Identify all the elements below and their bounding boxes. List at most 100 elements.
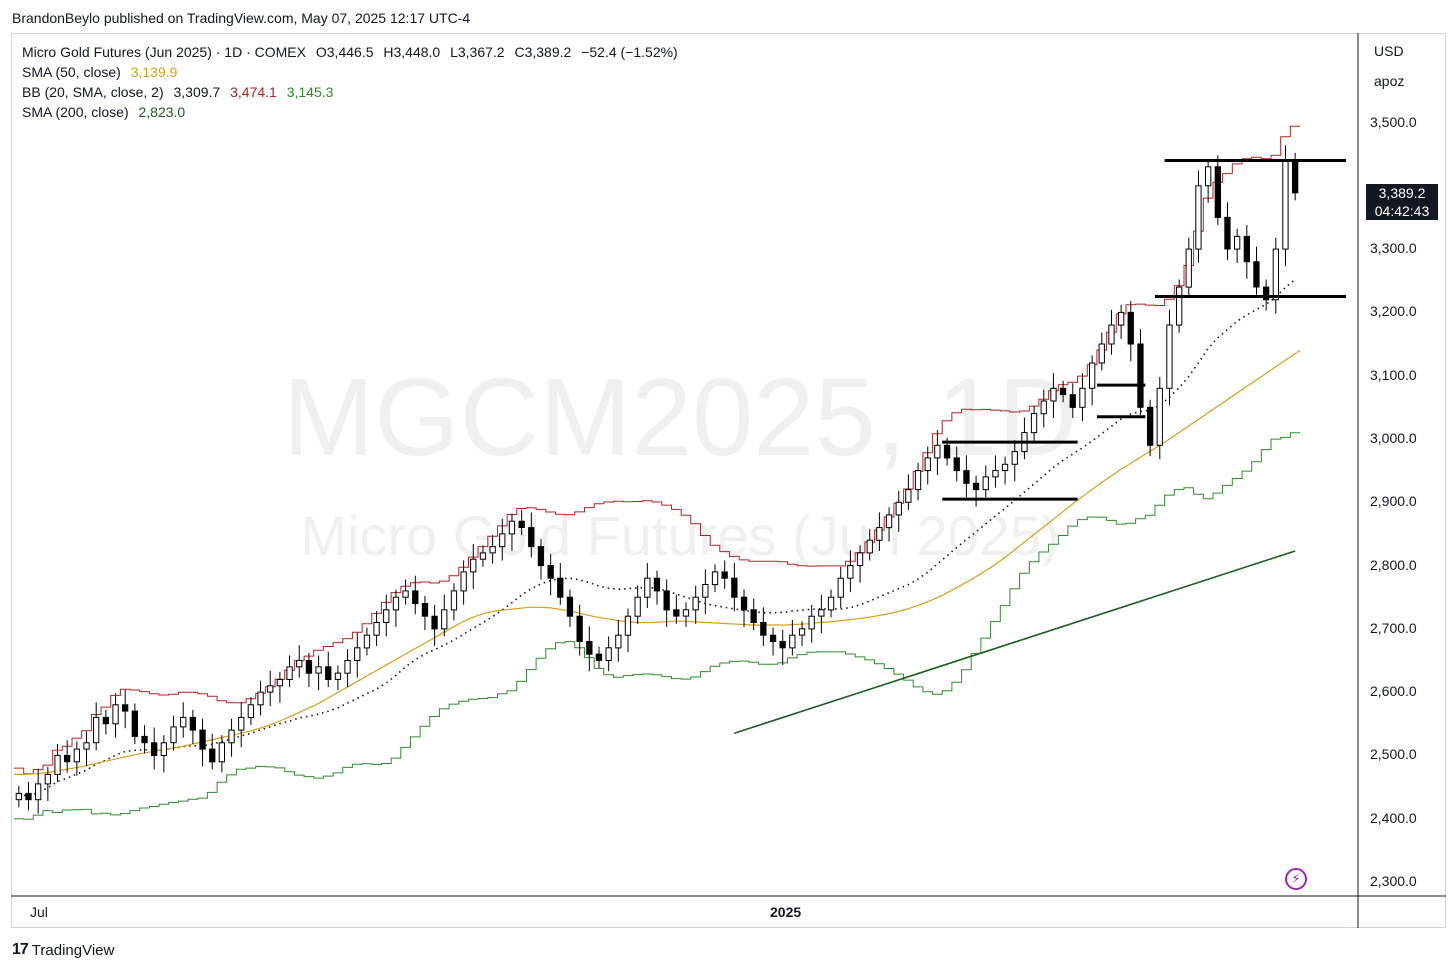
candle-body — [1195, 185, 1202, 250]
candle-body — [566, 596, 574, 617]
candle-body — [1137, 343, 1144, 408]
candle-body — [1030, 413, 1038, 434]
sma200-line — [734, 550, 1296, 735]
candle-body — [412, 590, 419, 605]
sma50-label: SMA (50, close) — [22, 64, 121, 80]
candle-body — [576, 615, 583, 643]
candle-body — [460, 571, 467, 592]
candle-body — [663, 590, 670, 611]
last-price-tag: 3,389.2 04:42:43 — [1366, 184, 1438, 220]
candle-body — [131, 710, 138, 737]
candle-body — [160, 742, 167, 756]
candle-body — [228, 729, 235, 744]
candle-body — [1185, 248, 1192, 288]
price-axis-label: 2,300.0 — [1370, 873, 1417, 889]
candle-body — [914, 470, 922, 491]
bar-countdown: 04:42:43 — [1374, 203, 1430, 219]
bb-basis-value: 3,309.7 — [173, 84, 221, 100]
candle-body — [1205, 166, 1212, 187]
sma200-label: SMA (200, close) — [22, 104, 129, 120]
candle-body — [1118, 311, 1125, 326]
candle-body — [895, 501, 902, 516]
candle-body — [798, 628, 806, 636]
candle-body — [470, 558, 477, 573]
candle-body — [93, 716, 100, 744]
candle-body — [1253, 261, 1260, 288]
price-axis-label: 3,100.0 — [1370, 366, 1417, 383]
candle-body — [15, 792, 23, 801]
candle-body — [972, 482, 980, 491]
change-value: −52.4 (−1.52%) — [581, 44, 678, 60]
candle-body — [750, 609, 757, 623]
candle-body — [557, 577, 564, 598]
candle-body — [1234, 235, 1241, 250]
price-axis-label: 2,600.0 — [1370, 683, 1417, 700]
candle-body — [1292, 160, 1299, 194]
candle-body — [1050, 387, 1057, 402]
candle-body — [218, 742, 225, 763]
candle-body — [547, 565, 554, 579]
sma200-value: 2,823.0 — [138, 104, 186, 120]
candle-body — [112, 704, 119, 725]
price-axis-label: 2,500.0 — [1370, 746, 1417, 763]
chart-frame — [11, 33, 1446, 928]
candle-body — [789, 634, 796, 649]
candle-body — [325, 666, 332, 680]
candle-body — [1176, 286, 1183, 326]
candle-body — [238, 716, 245, 731]
lightning-icon[interactable]: ⚡ — [1285, 868, 1307, 890]
candle-body — [1147, 406, 1154, 446]
bb-lower-value: 3,145.3 — [286, 84, 334, 100]
watermark-name: Micro Gold Futures (Jun 2025) — [300, 504, 1059, 567]
scale-mode-label[interactable]: apoz — [1374, 73, 1405, 89]
time-axis-label: Jul — [30, 904, 48, 920]
legend-sma50-row[interactable]: SMA (50, close) 3,139.9 — [22, 62, 684, 82]
candle-body — [1243, 235, 1250, 263]
candle-body — [673, 609, 680, 617]
open-value: O3,446.5 — [315, 44, 374, 60]
candle-body — [769, 634, 777, 643]
brand-name: TradingView — [31, 941, 115, 959]
candle-body — [180, 716, 187, 728]
candle-body — [257, 691, 264, 706]
candle-body — [508, 520, 516, 535]
bb-upper-line — [14, 125, 1300, 775]
price-axis-label: 2,800.0 — [1370, 556, 1417, 573]
candle-body — [479, 552, 487, 560]
candle-body — [1156, 387, 1163, 446]
candle-body — [64, 754, 71, 763]
candle-body — [982, 476, 989, 491]
candle-body — [334, 672, 342, 680]
candle-body — [731, 577, 738, 598]
chart-legend: Micro Gold Futures (Jun 2025) · 1D · COM… — [22, 42, 684, 122]
candle-body — [624, 615, 632, 636]
candle-body — [1272, 248, 1279, 301]
watermark-ticker: MGCM2025, 1D — [283, 356, 1078, 479]
candle-body — [595, 653, 603, 661]
candle-body — [209, 748, 216, 763]
candle-body — [1282, 160, 1289, 250]
candle-body — [402, 590, 409, 598]
candle-body — [1214, 166, 1221, 218]
candle-body — [682, 609, 690, 617]
candle-body — [711, 571, 719, 586]
candle-body — [692, 596, 699, 611]
candle-body — [35, 783, 42, 801]
candle-body — [856, 552, 864, 567]
currency-label[interactable]: USD — [1374, 43, 1404, 59]
candle-body — [1059, 387, 1067, 396]
candle-body — [1166, 324, 1173, 389]
bb-upper-value: 3,474.1 — [230, 84, 277, 100]
candle-body — [363, 634, 371, 649]
time-axis-label: 2025 — [770, 904, 802, 920]
candle-body — [605, 647, 612, 661]
legend-bb-row[interactable]: BB (20, SMA, close, 2) 3,309.7 3,474.1 3… — [22, 82, 684, 102]
legend-symbol-row[interactable]: Micro Gold Futures (Jun 2025) · 1D · COM… — [22, 42, 684, 62]
tradingview-brand: 17 TradingView — [12, 941, 114, 959]
candle-body — [934, 444, 941, 459]
candle-body — [1098, 343, 1105, 364]
candle-body — [760, 622, 767, 636]
legend-sma200-row[interactable]: SMA (200, close) 2,823.0 — [22, 102, 684, 122]
candle-body — [866, 539, 873, 554]
